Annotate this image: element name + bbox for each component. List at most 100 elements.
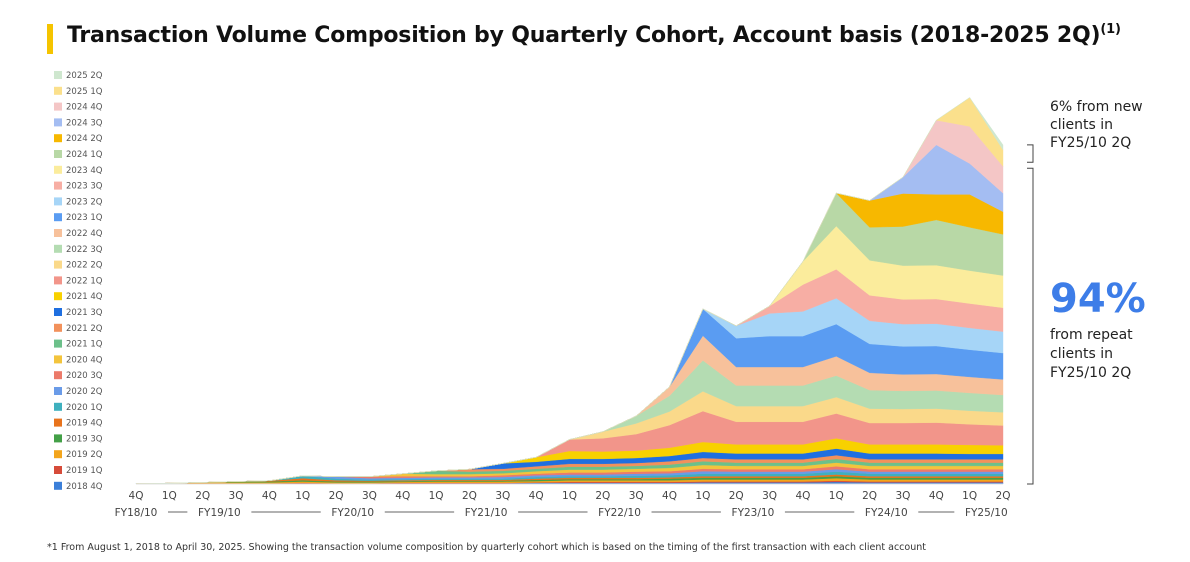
x-tick-label: 1Q — [429, 490, 444, 502]
x-tick-label: 1Q — [829, 490, 844, 502]
title-accent-bar — [47, 24, 53, 54]
legend-label-2022-4q: 2022 4Q — [66, 229, 103, 239]
legend-label-2021-4q: 2021 4Q — [66, 292, 103, 302]
legend-label-2020-1q: 2020 1Q — [66, 403, 103, 413]
legend-label-2020-3q: 2020 3Q — [66, 371, 103, 381]
new-clients-line-3: FY25/10 2Q — [1050, 135, 1132, 151]
x-tick-label: 4Q — [529, 490, 544, 502]
new-clients-line-2: clients in — [1050, 117, 1113, 133]
legend-swatch-2021-1q — [54, 339, 62, 348]
x-tick-label: 4Q — [395, 490, 410, 502]
x-tick-label: 3Q — [895, 490, 910, 502]
legend-label-2025-2q: 2025 2Q — [66, 71, 103, 81]
fiscal-year-label-fy18-10: FY18/10 — [115, 507, 158, 519]
area-2025-2q — [135, 97, 1004, 484]
x-tick-label: 2Q — [462, 490, 477, 502]
x-tick-label: 3Q — [229, 490, 244, 502]
legend-swatch-2023-4q — [54, 165, 62, 174]
legend-swatch-2019-2q — [54, 450, 62, 459]
legend-swatch-2022-2q — [54, 260, 62, 269]
fiscal-year-label-fy22-10: FY22/10 — [598, 507, 641, 519]
fiscal-year-label-fy21-10: FY21/10 — [465, 507, 508, 519]
repeat-clients-line-1: from repeat — [1050, 327, 1133, 343]
legend-swatch-2023-3q — [54, 181, 62, 190]
legend-swatch-2024-2q — [54, 134, 62, 143]
legend-label-2019-3q: 2019 3Q — [66, 434, 103, 444]
legend-swatch-2022-1q — [54, 276, 62, 285]
x-tick-label: 2Q — [729, 490, 744, 502]
x-tick-label: 4Q — [795, 490, 810, 502]
x-tick-label: 3Q — [495, 490, 510, 502]
fiscal-year-label-fy24-10: FY24/10 — [865, 507, 908, 519]
legend-swatch-2021-4q — [54, 292, 62, 301]
x-tick-label: 3Q — [362, 490, 377, 502]
legend-label-2023-3q: 2023 3Q — [66, 182, 103, 192]
legend-label-2019-1q: 2019 1Q — [66, 466, 103, 476]
legend-swatch-2019-3q — [54, 434, 62, 443]
legend-swatch-2024-1q — [54, 150, 62, 158]
fiscal-year-label-fy20-10: FY20/10 — [331, 507, 374, 519]
x-tick-label: 2Q — [996, 490, 1011, 502]
x-tick-label: 2Q — [595, 490, 610, 502]
legend-label-2024-4q: 2024 4Q — [66, 103, 103, 113]
fiscal-year-label-fy23-10: FY23/10 — [732, 507, 775, 519]
legend-swatch-2025-2q — [54, 71, 62, 79]
repeat-clients-percent: 94% — [1050, 276, 1146, 322]
legend-label-2023-1q: 2023 1Q — [66, 213, 103, 223]
legend-swatch-2019-4q — [54, 418, 62, 427]
x-tick-label: 4Q — [929, 490, 944, 502]
legend-label-2024-2q: 2024 2Q — [66, 134, 103, 144]
x-tick-label: 3Q — [629, 490, 644, 502]
x-tick-label: 3Q — [762, 490, 777, 502]
x-tick-label: 2Q — [862, 490, 877, 502]
legend-label-2023-2q: 2023 2Q — [66, 197, 103, 207]
legend-swatch-2019-1q — [54, 466, 62, 474]
x-tick-label: 4Q — [662, 490, 677, 502]
legend-label-2023-4q: 2023 4Q — [66, 166, 103, 176]
legend-swatch-2018-4q — [54, 481, 62, 490]
fiscal-year-label-fy19-10: FY19/10 — [198, 507, 241, 519]
legend: 2025 2Q 2025 1Q 2024 4Q 2024 3Q 2024 2Q 2024 … — [54, 71, 103, 492]
legend-swatch-2023-1q — [54, 213, 62, 222]
x-tick-label: 4Q — [262, 490, 277, 502]
legend-label-2021-1q: 2021 1Q — [66, 340, 103, 350]
x-tick-label: 1Q — [962, 490, 977, 502]
legend-swatch-2024-3q — [54, 118, 62, 127]
x-tick-label: 2Q — [195, 490, 210, 502]
repeat-clients-annotation: from repeat clients in FY25/10 2Q — [1050, 326, 1133, 383]
x-tick-label: 2Q — [329, 490, 344, 502]
x-tick-label: 1Q — [295, 490, 310, 502]
legend-swatch-2020-2q — [54, 387, 62, 395]
legend-label-2022-2q: 2022 2Q — [66, 261, 103, 271]
legend-label-2021-3q: 2021 3Q — [66, 308, 103, 318]
footnote: *1 From August 1, 2018 to April 30, 2025… — [47, 542, 926, 553]
legend-label-2019-2q: 2019 2Q — [66, 450, 103, 460]
x-tick-label: 1Q — [162, 490, 177, 502]
legend-swatch-2022-4q — [54, 229, 62, 237]
x-tick-label: 4Q — [129, 490, 144, 502]
legend-label-2024-1q: 2024 1Q — [66, 150, 103, 160]
new-clients-line-1: 6% from new — [1050, 99, 1143, 115]
legend-swatch-2023-2q — [54, 197, 62, 206]
legend-label-2020-2q: 2020 2Q — [66, 387, 103, 397]
share-brackets — [1027, 144, 1034, 485]
legend-label-2018-4q: 2018 4Q — [66, 482, 103, 492]
legend-label-2024-3q: 2024 3Q — [66, 118, 103, 128]
legend-label-2022-1q: 2022 1Q — [66, 276, 103, 286]
area-series-group — [135, 97, 1004, 485]
legend-swatch-2020-1q — [54, 402, 62, 411]
legend-label-2019-4q: 2019 4Q — [66, 419, 103, 429]
repeat-clients-line-3: FY25/10 2Q — [1050, 365, 1132, 381]
repeat-clients-bracket — [1027, 167, 1034, 485]
legend-swatch-2021-3q — [54, 308, 62, 316]
x-axis: 4Q 1Q 2Q 3Q 4Q 1Q 2Q 3Q 4Q 1Q 2Q 3Q 4Q 1Q 2Q 3Q 4Q 1Q 2Q 3Q… — [115, 490, 1011, 519]
legend-swatch-2024-4q — [54, 102, 62, 111]
x-tick-label: 1Q — [695, 490, 710, 502]
new-clients-bracket — [1027, 144, 1034, 163]
legend-swatch-2021-2q — [54, 323, 62, 332]
fiscal-year-label-fy25-10: FY25/10 — [965, 507, 1008, 519]
legend-swatch-2020-4q — [54, 355, 62, 364]
chart-title-text: Transaction Volume Composition by Quarte… — [67, 23, 1101, 48]
new-clients-annotation: 6% from new clients in FY25/10 2Q — [1050, 98, 1143, 152]
legend-swatch-2025-1q — [54, 86, 62, 95]
